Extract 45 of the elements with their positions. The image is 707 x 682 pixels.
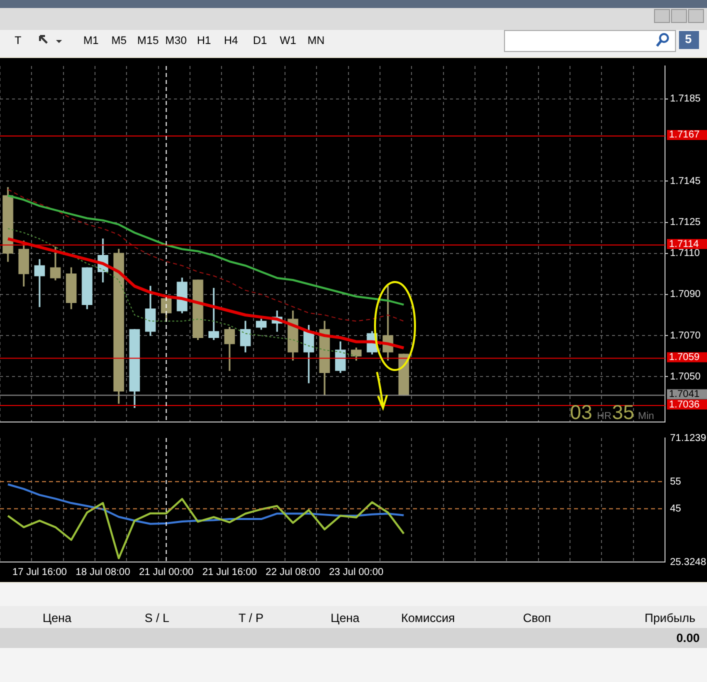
y-tick-label: 1.7145 xyxy=(670,176,702,187)
y-tick-label: 55 xyxy=(670,476,682,488)
text: 5 xyxy=(685,32,692,46)
ref-line-label: 1.7114 xyxy=(669,238,700,250)
text: M15 xyxy=(137,35,159,47)
annotation: 03 xyxy=(570,402,592,425)
text: 0.00 xyxy=(676,631,700,645)
text: H1 xyxy=(196,35,212,47)
y-tick-label: 25.3248 xyxy=(670,556,707,568)
text: Своп xyxy=(522,611,552,625)
y-tick-label: 1.7050 xyxy=(670,371,702,382)
ref-line-label: 1.7167 xyxy=(669,130,700,141)
y-tick-label: 45 xyxy=(670,503,682,514)
text: H4 xyxy=(224,35,238,47)
text: Цена xyxy=(330,611,360,625)
text: Комиссия xyxy=(401,611,455,625)
x-tick-label: 21 Jul 16:00 xyxy=(202,566,258,578)
text: T xyxy=(14,35,22,47)
x-tick-label: 23 Jul 00:00 xyxy=(329,566,384,578)
x-tick-label: 17 Jul 16:00 xyxy=(12,566,68,578)
text: S / L xyxy=(144,611,170,625)
y-tick-label: 71.1239 xyxy=(670,432,707,444)
y-tick-label: 1.7125 xyxy=(670,217,702,228)
text: M1 xyxy=(83,35,99,47)
y-tick-label: 1.7090 xyxy=(670,289,702,300)
x-tick-label: 22 Jul 08:00 xyxy=(266,566,321,578)
text: T / P xyxy=(238,611,264,625)
annotation: HR xyxy=(597,411,612,422)
annotation: 35 xyxy=(612,402,634,425)
ref-line-label: 1.7041 xyxy=(669,389,700,400)
y-tick-label: 1.7185 xyxy=(670,94,702,105)
y-tick-label: 1.7110 xyxy=(670,248,700,260)
y-tick-label: 1.7070 xyxy=(670,330,702,342)
text: Прибыль xyxy=(644,611,696,625)
text: M30 xyxy=(165,35,187,47)
text: M5 xyxy=(111,35,127,47)
annotation: Min xyxy=(638,411,654,422)
ref-line-label: 1.7059 xyxy=(669,352,700,363)
x-tick-label: 18 Jul 08:00 xyxy=(76,566,131,578)
text: Цена xyxy=(42,611,72,625)
text: MN xyxy=(307,35,325,47)
text: W1 xyxy=(280,35,296,47)
x-tick-label: 21 Jul 00:00 xyxy=(139,566,194,578)
ref-line-label: 1.7036 xyxy=(669,399,700,410)
text: D1 xyxy=(252,35,268,47)
